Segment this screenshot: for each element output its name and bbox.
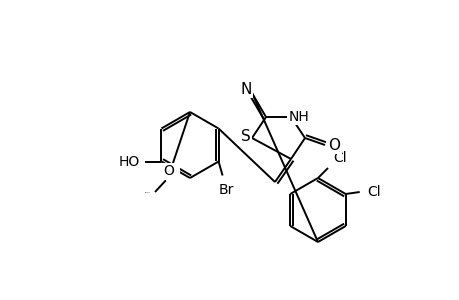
Text: NH: NH: [288, 110, 309, 124]
Text: methoxy: methoxy: [145, 191, 151, 193]
Text: O: O: [163, 164, 174, 178]
Text: N: N: [240, 82, 251, 97]
Text: Cl: Cl: [332, 151, 346, 165]
Text: O: O: [165, 165, 176, 179]
Text: O: O: [167, 166, 178, 180]
Text: HO: HO: [118, 154, 140, 169]
Text: Br: Br: [218, 182, 234, 197]
Text: S: S: [241, 128, 250, 143]
Text: O: O: [327, 137, 339, 152]
Text: Cl: Cl: [366, 185, 380, 199]
